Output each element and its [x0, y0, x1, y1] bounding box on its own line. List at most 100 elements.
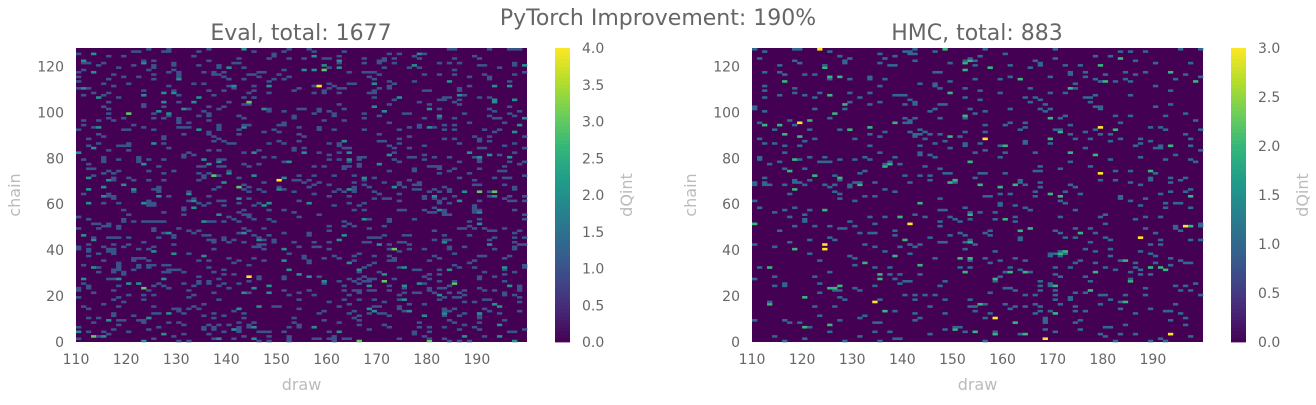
heatmap-cell: [211, 174, 217, 177]
heatmap-cell: [1167, 70, 1174, 74]
heatmap-cell: [451, 279, 458, 283]
heatmap-cell: [256, 149, 262, 152]
heatmap-cell: [366, 312, 372, 315]
heatmap-cell: [356, 155, 362, 159]
heatmap-cell: [251, 96, 257, 99]
heatmap-cell: [892, 155, 898, 159]
heatmap-cell: [216, 185, 222, 189]
heatmap-cell: [937, 197, 943, 200]
heatmap-cell: [932, 70, 938, 74]
heatmap-cell: [86, 330, 92, 334]
heatmap-cell: [361, 155, 367, 159]
heatmap-cell: [316, 151, 322, 154]
heatmap-cell: [411, 54, 418, 58]
heatmap-cell: [186, 339, 192, 343]
heatmap-cell: [501, 165, 508, 168]
colorbar-segment: [555, 334, 570, 339]
heatmap-cell: [81, 282, 87, 285]
heatmap-cell: [271, 155, 277, 159]
heatmap-cell: [1117, 259, 1124, 262]
heatmap-cell: [81, 277, 87, 281]
x-tick-label: 180: [1089, 352, 1116, 368]
heatmap-cell: [1027, 100, 1033, 104]
colorbar-segment: [1231, 55, 1246, 60]
heatmap-cell: [301, 146, 307, 150]
heatmap-cell: [1007, 286, 1013, 290]
heatmap-cell: [491, 236, 498, 239]
heatmap-cell: [1067, 266, 1074, 269]
heatmap-cell: [481, 289, 488, 292]
heatmap-cell: [1117, 50, 1124, 53]
heatmap-cell: [241, 183, 247, 187]
heatmap-cell: [211, 291, 217, 295]
heatmap-cell: [1032, 59, 1038, 63]
heatmap-cell: [1107, 238, 1114, 242]
heatmap-cell: [476, 254, 483, 258]
heatmap-cell: [86, 284, 92, 288]
heatmap-cell: [491, 229, 498, 233]
heatmap-cell: [1137, 137, 1144, 141]
heatmap-cell: [757, 137, 763, 141]
heatmap-cell: [296, 291, 302, 295]
heatmap-cell: [106, 178, 112, 182]
heatmap-cell: [326, 195, 332, 198]
heatmap-cell: [762, 70, 768, 74]
heatmap-cell: [381, 300, 387, 304]
heatmap-cell: [86, 307, 92, 311]
heatmap-cell: [86, 201, 92, 205]
heatmap-cell: [266, 208, 272, 212]
heatmap-cell: [1172, 201, 1179, 205]
heatmap-cell: [401, 309, 408, 313]
heatmap-cell: [111, 84, 117, 88]
heatmap-cell: [146, 289, 152, 292]
colorbar-segment: [1231, 154, 1246, 159]
heatmap-cell: [291, 178, 297, 182]
heatmap-cell: [216, 213, 222, 216]
heatmap-cell: [246, 73, 252, 76]
heatmap-cell: [962, 116, 968, 120]
heatmap-cell: [797, 321, 803, 324]
heatmap-cell: [947, 146, 953, 150]
heatmap-cell: [997, 259, 1003, 262]
heatmap-cell: [1002, 123, 1008, 127]
heatmap-cell: [181, 208, 187, 212]
heatmap-cell: [802, 217, 808, 221]
heatmap-cell: [1097, 126, 1104, 129]
heatmap-cell: [426, 330, 433, 334]
heatmap-cell: [1092, 231, 1099, 235]
heatmap-cell: [481, 335, 488, 338]
heatmap-cell: [426, 286, 433, 290]
heatmap-cell: [106, 116, 112, 120]
heatmap-cell: [346, 160, 352, 164]
heatmap-cell: [1037, 284, 1043, 288]
heatmap-cell: [787, 119, 793, 122]
heatmap-cell: [406, 302, 413, 306]
heatmap-cell: [1167, 319, 1174, 322]
heatmap-cell: [1182, 316, 1189, 320]
heatmap-cell: [867, 215, 873, 219]
heatmap-cell: [872, 195, 878, 198]
colorbar-segment: [555, 297, 570, 302]
heatmap-cell: [126, 236, 132, 239]
heatmap-cell: [271, 220, 277, 223]
heatmap-cell: [176, 268, 182, 272]
heatmap-cell: [1087, 137, 1094, 141]
heatmap-cell: [1142, 227, 1149, 230]
heatmap-cell: [1147, 176, 1154, 180]
heatmap-cell: [992, 217, 998, 221]
heatmap-cell: [141, 89, 147, 92]
heatmap-cell: [201, 234, 207, 237]
heatmap-cell: [506, 254, 513, 258]
heatmap-cell: [782, 132, 788, 136]
heatmap-cell: [872, 181, 878, 184]
heatmap-cell: [476, 217, 483, 221]
heatmap-cell: [982, 339, 988, 343]
heatmap-cell: [366, 289, 372, 292]
heatmap-cell: [907, 98, 913, 102]
colorbar-segment: [555, 99, 570, 104]
heatmap-cell: [807, 119, 813, 122]
heatmap-cell: [1017, 128, 1023, 131]
heatmap-cell: [1147, 243, 1154, 246]
heatmap-cell: [371, 309, 377, 313]
heatmap-cell: [451, 116, 458, 120]
